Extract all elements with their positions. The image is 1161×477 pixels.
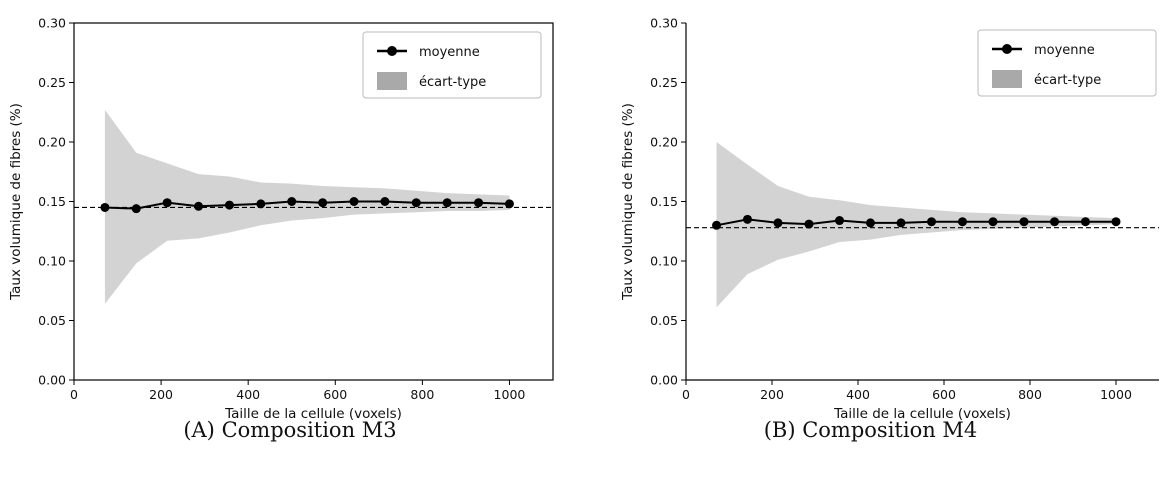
panel-b: 0.00 0.05 0.10 0.15 0.20 0.25 0.30 0 200 400 600 80…	[580, 0, 1161, 477]
chart0-mean-point	[504, 199, 514, 209]
chart0-mean-point	[287, 197, 297, 206]
chart1-x-tick-label: 400	[846, 387, 870, 402]
chart1-x-tick-label: 800	[1018, 387, 1042, 402]
chart0-mean-point	[349, 197, 359, 206]
chart0-x-tick-label: 1000	[494, 387, 526, 402]
chart0-y-tick-label: 0.25	[38, 75, 66, 90]
chart1-mean-point	[988, 217, 998, 227]
chart0-mean-point	[474, 198, 484, 208]
chart1-legend-band-swatch	[992, 70, 1022, 88]
chart1-mean-point	[1111, 217, 1121, 227]
chart0-legend-marker-swatch	[387, 46, 397, 56]
chart0-mean-point	[442, 198, 452, 208]
chart0-x-tick-label: 0	[70, 387, 78, 402]
chart1-mean-point	[957, 217, 967, 227]
panel-a: 0.00 0.05 0.10 0.15 0.20 0.25 0.30 0 200 400 600 80…	[0, 0, 580, 477]
chart0-x-tick-label: 600	[323, 387, 347, 402]
chart1-y-tick-label: 0.25	[650, 75, 678, 90]
chart1-y-tick-label: 0.00	[650, 373, 678, 388]
chart0-x-tick-label: 200	[149, 387, 173, 402]
chart1-mean-point	[1080, 217, 1090, 227]
chart0-y-tick-label: 0.00	[38, 373, 66, 388]
chart0-x-tick-label: 800	[410, 387, 434, 402]
caption-a: (A) Composition M3	[0, 418, 580, 442]
chart1-mean-point	[896, 218, 906, 228]
chart0-legend-box	[362, 31, 542, 99]
caption-b-label: (B)	[763, 418, 796, 442]
chart1-legend-label-mean: moyenne	[1034, 43, 1095, 58]
chart-a: 0.00 0.05 0.10 0.15 0.20 0.25 0.30 0 200 400 600 80…	[8, 16, 554, 422]
chart0-y-tick-label: 0.05	[38, 313, 66, 328]
chart1-legend-marker-swatch	[1002, 44, 1012, 54]
chart1-mean-point	[835, 216, 845, 226]
chart1-mean-line	[716, 218, 1116, 227]
chart0-mean-point	[131, 204, 141, 214]
chart0-x-tick-label: 400	[236, 387, 260, 402]
chart0-y-tick-label: 0.20	[38, 135, 66, 150]
chart1-y-tick-label: 0.20	[650, 135, 678, 150]
chart-b: 0.00 0.05 0.10 0.15 0.20 0.25 0.30 0 200 400 600 80…	[620, 16, 1159, 422]
chart0-y-tick-label: 0.10	[38, 254, 66, 269]
chart1-x-axis-label: Taille de la cellule (voxels)	[833, 406, 1011, 422]
caption-a-text: Composition M3	[221, 418, 397, 442]
chart0-mean-point	[162, 198, 172, 208]
chart0-y-tick-label: 0.15	[38, 194, 66, 209]
chart0-legend-band-swatch	[377, 72, 407, 90]
chart1-mean-point	[1050, 217, 1060, 227]
chart1-x-tick-label: 600	[932, 387, 956, 402]
caption-a-label: (A)	[183, 418, 215, 442]
chart1-legend-box	[977, 29, 1157, 97]
chart1-x-tick-label: 200	[760, 387, 784, 402]
chart0-x-axis-label: Taille de la cellule (voxels)	[224, 406, 402, 422]
chart0-mean-point	[380, 197, 390, 206]
chart0-mean-point	[256, 199, 266, 209]
chart1-y-tick-label: 0.30	[650, 16, 678, 31]
chart1-mean-point	[927, 217, 937, 227]
chart1-legend-label-std: écart-type	[1034, 73, 1101, 88]
chart1-y-axis-label: Taux volumique de fibres (%)	[620, 103, 636, 301]
chart1-mean-point	[712, 220, 722, 230]
chart0-mean-point	[194, 201, 204, 211]
chart1-y-tick-label: 0.15	[650, 194, 678, 209]
chart0-mean-line	[104, 200, 510, 210]
chart1-std-band	[716, 142, 1116, 308]
chart0-y-axis-label: Taux volumique de fibres (%)	[8, 103, 24, 301]
chart0-mean-point	[411, 198, 421, 208]
chart1-mean-point	[773, 218, 783, 228]
chart1-mean-point	[1019, 217, 1029, 227]
chart0-mean-point	[100, 202, 110, 212]
chart0-legend-label-mean: moyenne	[419, 45, 480, 60]
chart1-x-tick-label: 0	[682, 387, 690, 402]
chart1-mean-point	[742, 214, 752, 224]
chart0-legend-label-std: écart-type	[419, 75, 486, 90]
chart0-y-tick-label: 0.30	[38, 16, 66, 31]
chart1-y-tick-label: 0.10	[650, 254, 678, 269]
chart1-mean-point	[865, 218, 875, 228]
chart0-mean-point	[318, 198, 328, 208]
caption-b-text: Composition M4	[802, 418, 978, 442]
chart1-x-tick-label: 1000	[1100, 387, 1132, 402]
chart0-mean-point	[224, 200, 234, 210]
caption-b: (B) Composition M4	[580, 418, 1161, 442]
chart1-y-tick-label: 0.05	[650, 313, 678, 328]
chart1-mean-point	[804, 219, 814, 229]
